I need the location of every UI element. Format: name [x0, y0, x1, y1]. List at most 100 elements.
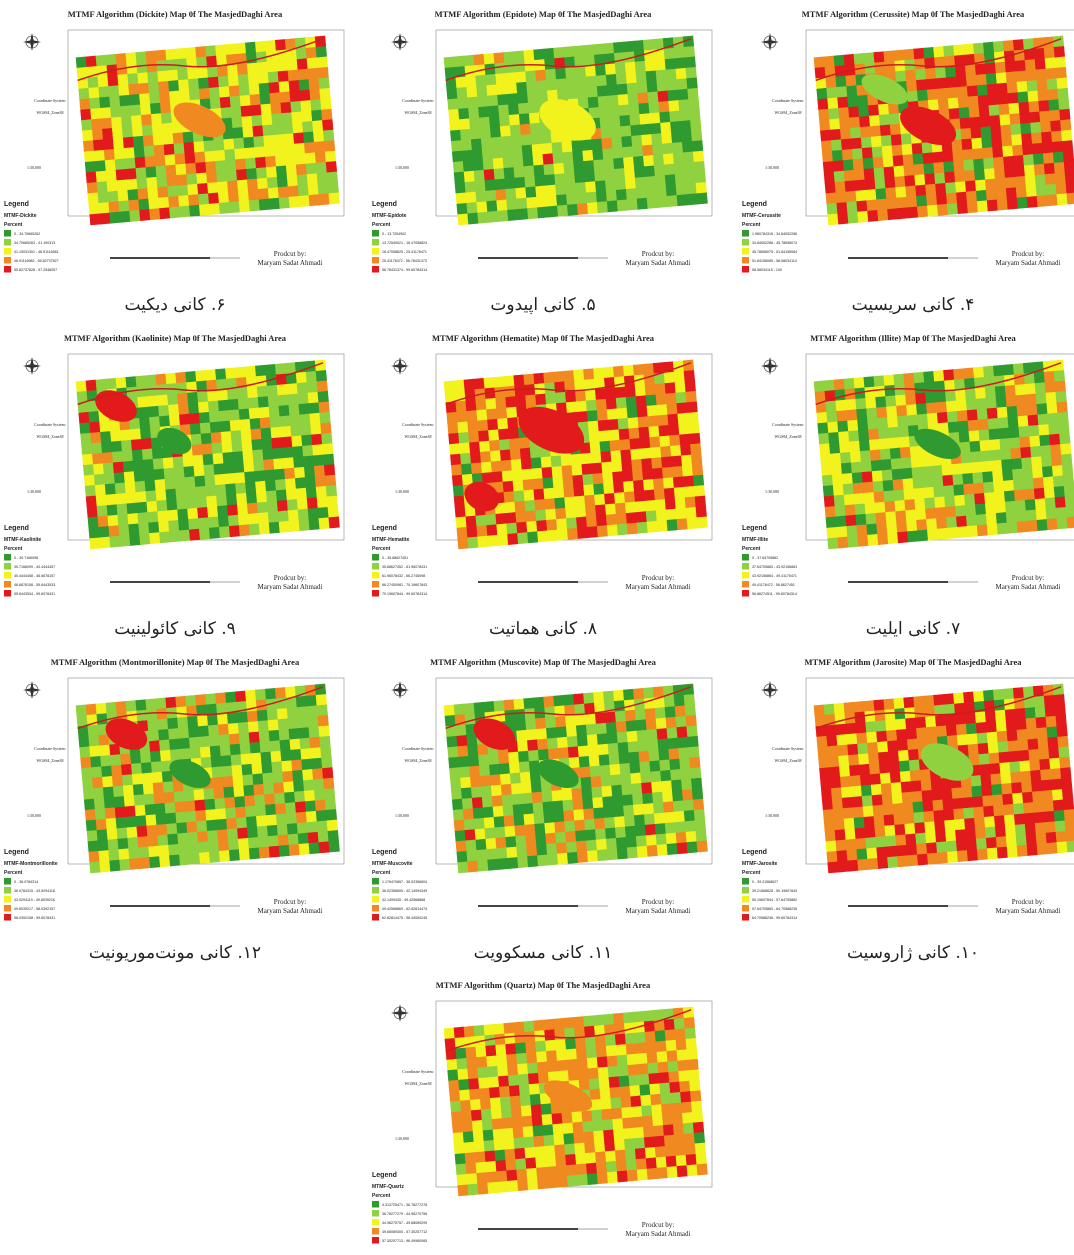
raster-cell [610, 450, 621, 462]
raster-cell [577, 527, 588, 539]
raster-cell [237, 827, 248, 839]
raster-cell [93, 463, 104, 475]
raster-cell [1020, 447, 1031, 459]
raster-cell [571, 788, 582, 800]
raster-cell [893, 490, 904, 502]
raster-cell [688, 98, 699, 110]
raster-cell [825, 830, 836, 842]
raster-cell [673, 152, 684, 164]
raster-cell [892, 469, 903, 481]
raster-cell [175, 372, 186, 384]
raster-cell [97, 505, 108, 517]
raster-cell [590, 1099, 601, 1111]
raster-cell [542, 143, 553, 155]
raster-cell [464, 819, 475, 831]
raster-cell [102, 128, 113, 140]
raster-cell [461, 1110, 472, 1122]
raster-cell [992, 146, 1003, 158]
raster-cell [865, 513, 876, 525]
raster-cell [1058, 98, 1069, 110]
raster-cell [827, 203, 838, 215]
raster-cell [616, 837, 627, 849]
raster-cell [896, 521, 907, 533]
raster-cell [917, 530, 928, 542]
raster-cell [646, 718, 657, 730]
raster-cell [969, 430, 980, 442]
raster-cell [260, 741, 271, 753]
raster-cell [614, 816, 625, 828]
raster-cell [576, 841, 587, 853]
raster-cell [973, 691, 984, 703]
raster-cell [143, 783, 154, 795]
raster-cell [965, 712, 976, 724]
raster-cell [557, 1176, 568, 1188]
raster-cell [533, 813, 544, 825]
raster-cell [900, 771, 911, 783]
raster-cell [457, 1174, 468, 1186]
raster-cell [1017, 197, 1028, 209]
raster-cell [282, 447, 293, 459]
raster-cell [518, 1074, 529, 1086]
raster-cell [477, 1183, 488, 1195]
raster-cell [600, 451, 611, 463]
raster-cell [228, 191, 239, 203]
legend-item: 30.7166099 - 40.4444457 [14, 565, 55, 569]
raster-cell [623, 157, 634, 169]
raster-cell [1037, 727, 1048, 739]
raster-cell [523, 50, 534, 62]
raster-cell [894, 824, 905, 836]
raster-cell [826, 87, 837, 99]
raster-cell [895, 834, 906, 846]
raster-cell [993, 481, 1004, 493]
raster-cell [309, 89, 320, 101]
raster-cell [642, 469, 653, 481]
raster-cell [323, 778, 334, 790]
raster-cell [195, 486, 206, 498]
raster-cell [305, 152, 316, 164]
raster-cell [523, 374, 534, 386]
raster-cell [893, 155, 904, 167]
raster-cell [957, 86, 968, 98]
raster-cell [247, 711, 258, 723]
raster-cell [553, 1134, 564, 1146]
legend-item: 44.96270757 - 49.68089299 [382, 1221, 427, 1225]
legend-item: 34.70665263 - 41.190313 [14, 241, 55, 245]
raster-cell [304, 790, 315, 802]
raster-cell [226, 494, 237, 506]
raster-cell [141, 762, 152, 774]
raster-cell [306, 47, 317, 59]
raster-cell [1007, 82, 1018, 94]
raster-cell [466, 526, 477, 538]
raster-cell [653, 154, 664, 166]
raster-cell [466, 202, 477, 214]
raster-cell [912, 801, 923, 813]
raster-cell [638, 1063, 649, 1075]
raster-cell [824, 704, 835, 716]
raster-cell [509, 762, 520, 774]
raster-cell [850, 775, 861, 787]
raster-cell [514, 166, 525, 178]
raster-cell [488, 429, 499, 441]
raster-cell [121, 764, 132, 776]
legend-item: 56.78431374 - 99.60784314 [382, 268, 427, 272]
raster-cell [203, 140, 214, 152]
raster-cell [628, 104, 639, 116]
raster-cell [169, 206, 180, 218]
raster-cell [608, 743, 619, 755]
raster-cell [677, 737, 688, 749]
raster-cell [637, 1169, 648, 1181]
raster-cell [289, 404, 300, 416]
raster-cell [444, 57, 455, 69]
raster-cell [219, 202, 230, 214]
raster-cell [947, 851, 958, 863]
raster-cell [104, 149, 115, 161]
raster-cell [942, 151, 953, 163]
raster-cell [627, 1054, 638, 1066]
raster-cell [477, 536, 488, 548]
raster-cell [657, 844, 668, 856]
raster-cell [454, 496, 465, 508]
raster-cell [842, 473, 853, 485]
raster-cell [941, 464, 952, 476]
raster-cell [855, 838, 866, 850]
raster-cell [200, 422, 211, 434]
